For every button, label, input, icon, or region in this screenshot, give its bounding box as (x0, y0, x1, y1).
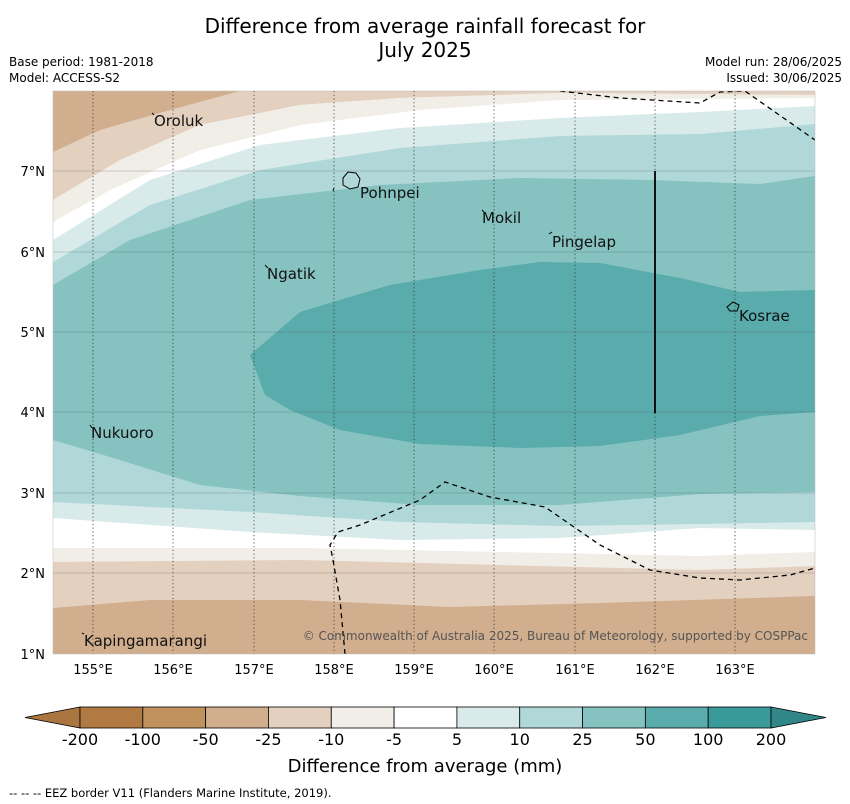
place-pingelap: Pingelap (552, 233, 616, 251)
meta-right: Model run: 28/06/2025 Issued: 30/06/2025 (705, 54, 842, 86)
colorbar-label: -50 (193, 730, 219, 749)
model-run: Model run: 28/06/2025 (704, 55, 842, 69)
y-tick-6n: 6°N (21, 246, 46, 261)
colorbar-label: 100 (693, 730, 724, 749)
place-oroluk: Oroluk (154, 112, 203, 130)
copyright-notice: © Commonwealth of Australia 2025, Bureau… (303, 629, 808, 643)
kapingamarangi-dot (81, 632, 85, 635)
x-axis-labels: 155°E 156°E 157°E 158°E 159°E 160°E 161°… (73, 663, 755, 678)
colorbar-segment (644, 706, 709, 729)
colorbar-segment (393, 706, 458, 729)
colorbar-label: -10 (318, 730, 344, 749)
chart-title: Difference from average rainfall forecas… (0, 14, 850, 62)
y-tick-3n: 3°N (21, 487, 46, 502)
kosrae-island-icon (726, 301, 740, 312)
colorbar-arrow-high (770, 706, 827, 729)
place-kosrae: Kosrae (739, 307, 790, 325)
colorbar-label: 10 (510, 730, 530, 749)
colorbar-label: 200 (756, 730, 787, 749)
colorbar-title: Difference from average (mm) (287, 756, 563, 777)
colorbar-labels: -200 -100 -50 -25 -10 -5 5 10 25 50 100 200 (62, 730, 786, 749)
x-tick-158e: 158°E (314, 663, 354, 678)
colorbar-label: -100 (125, 730, 161, 749)
colorbar-label: 5 (452, 730, 462, 749)
model-name: Model: ACCESS-S2 (9, 71, 121, 85)
pohnpei-island-icon (332, 171, 361, 192)
colorbar-segment (707, 706, 772, 729)
colorbar-label: 25 (572, 730, 592, 749)
title-line-2: July 2025 (378, 38, 472, 62)
place-nukuoro: Nukuoro (91, 424, 154, 442)
y-tick-4n: 4°N (21, 406, 46, 421)
oroluk-dot (151, 112, 155, 116)
y-tick-2n: 2°N (21, 567, 46, 582)
base-period: Base period: 1981-2018 (9, 55, 154, 69)
contour-layer (53, 91, 815, 654)
contour-north-minus10 (53, 93, 815, 222)
ngatik-dot (264, 264, 269, 269)
y-tick-7n: 7°N (21, 165, 46, 180)
colorbar (24, 706, 827, 729)
colorbar-segment (79, 706, 144, 729)
x-tick-162e: 162°E (635, 663, 675, 678)
x-tick-163e: 163°E (715, 663, 755, 678)
title-line-1: Difference from average rainfall forecas… (204, 14, 646, 38)
colorbar-label: 50 (635, 730, 655, 749)
meta-left: Base period: 1981-2018 Model: ACCESS-S2 (9, 54, 154, 86)
issued-date: Issued: 30/06/2025 (726, 71, 842, 85)
contour-south-minus50 (53, 596, 815, 654)
place-pohnpei: Pohnpei (360, 184, 420, 202)
colorbar-segment (142, 706, 207, 729)
colorbar-label: -5 (386, 730, 402, 749)
colorbar-arrow-low (24, 706, 81, 729)
rainfall-map: Oroluk Pohnpei Mokil Pingelap Ngatik Kos… (21, 90, 827, 749)
y-tick-1n: 1°N (21, 648, 46, 663)
x-tick-155e: 155°E (73, 663, 113, 678)
x-tick-156e: 156°E (153, 663, 193, 678)
colorbar-segment (268, 706, 332, 729)
island-dots (81, 112, 553, 635)
colorbar-label: -200 (62, 730, 98, 749)
x-tick-159e: 159°E (394, 663, 434, 678)
colorbar-segment (205, 706, 269, 729)
colorbar-segment (582, 706, 646, 729)
eez-border (329, 91, 815, 654)
pingelap-dot (548, 231, 553, 235)
x-tick-160e: 160°E (474, 663, 514, 678)
latitude-lines (53, 170, 815, 574)
colorbar-segment (330, 706, 395, 729)
eez-footnote: -- -- -- EEZ border V11 (Flanders Marine… (9, 786, 332, 800)
colorbar-label: -25 (255, 730, 281, 749)
map-frame (52, 90, 816, 655)
colorbar-segment (519, 706, 583, 729)
place-mokil: Mokil (482, 209, 521, 227)
colorbar-segment (456, 706, 521, 729)
x-tick-161e: 161°E (555, 663, 595, 678)
nukuoro-dot (89, 424, 93, 429)
contour-plus50 (250, 262, 815, 448)
contour-north-minus50 (53, 91, 240, 152)
mokil-dot (481, 209, 485, 213)
place-ngatik: Ngatik (267, 265, 316, 283)
y-axis-labels: 7°N 6°N 5°N 4°N 3°N 2°N 1°N (21, 165, 46, 663)
place-kapingamarangi: Kapingamarangi (84, 632, 207, 650)
y-tick-5n: 5°N (21, 326, 46, 341)
x-tick-157e: 157°E (234, 663, 274, 678)
